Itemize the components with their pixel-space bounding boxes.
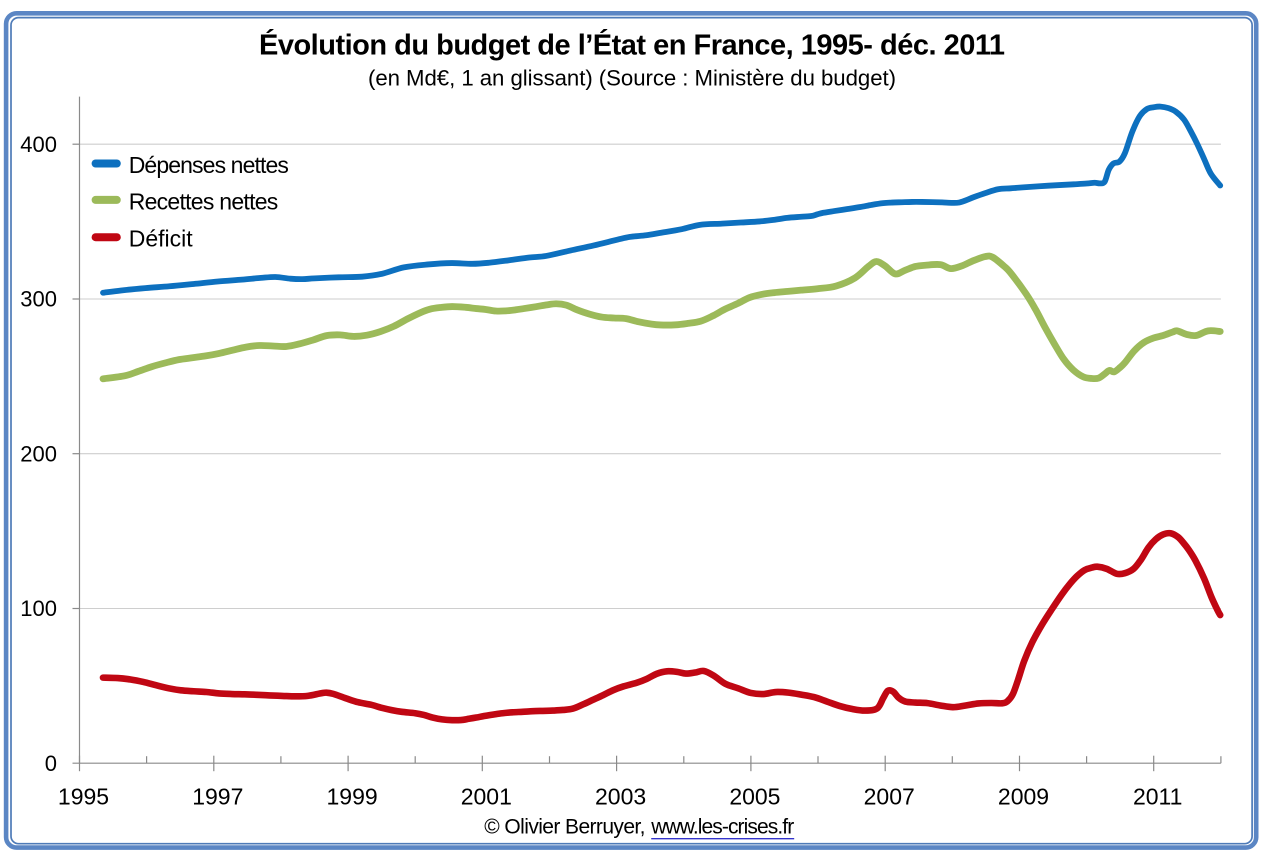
svg-text:2007: 2007 xyxy=(864,784,915,810)
svg-text:200: 200 xyxy=(20,441,57,466)
svg-text:2005: 2005 xyxy=(729,784,780,810)
svg-text:Évolution du budget de l’État: Évolution du budget de l’État en France,… xyxy=(259,27,1005,61)
svg-text:1999: 1999 xyxy=(327,784,378,810)
svg-text:© Olivier Berruyer,: © Olivier Berruyer, xyxy=(484,816,645,839)
svg-text:www.les-crises.fr: www.les-crises.fr xyxy=(650,816,794,839)
svg-text:(en Md€, 1 an glissant) (Sourc: (en Md€, 1 an glissant) (Source : Minist… xyxy=(368,65,896,90)
svg-text:1995: 1995 xyxy=(58,784,109,810)
svg-text:2003: 2003 xyxy=(595,784,646,810)
svg-text:2011: 2011 xyxy=(1133,784,1182,810)
svg-text:300: 300 xyxy=(20,287,57,312)
svg-text:0: 0 xyxy=(45,751,57,776)
svg-text:Dépenses nettes: Dépenses nettes xyxy=(129,152,289,178)
svg-text:2001: 2001 xyxy=(461,784,512,810)
svg-text:400: 400 xyxy=(20,132,57,157)
svg-text:100: 100 xyxy=(20,596,57,621)
svg-text:2009: 2009 xyxy=(998,784,1049,810)
svg-text:Recettes nettes: Recettes nettes xyxy=(129,188,279,214)
svg-text:Déficit: Déficit xyxy=(129,225,194,251)
svg-text:1997: 1997 xyxy=(192,784,243,810)
